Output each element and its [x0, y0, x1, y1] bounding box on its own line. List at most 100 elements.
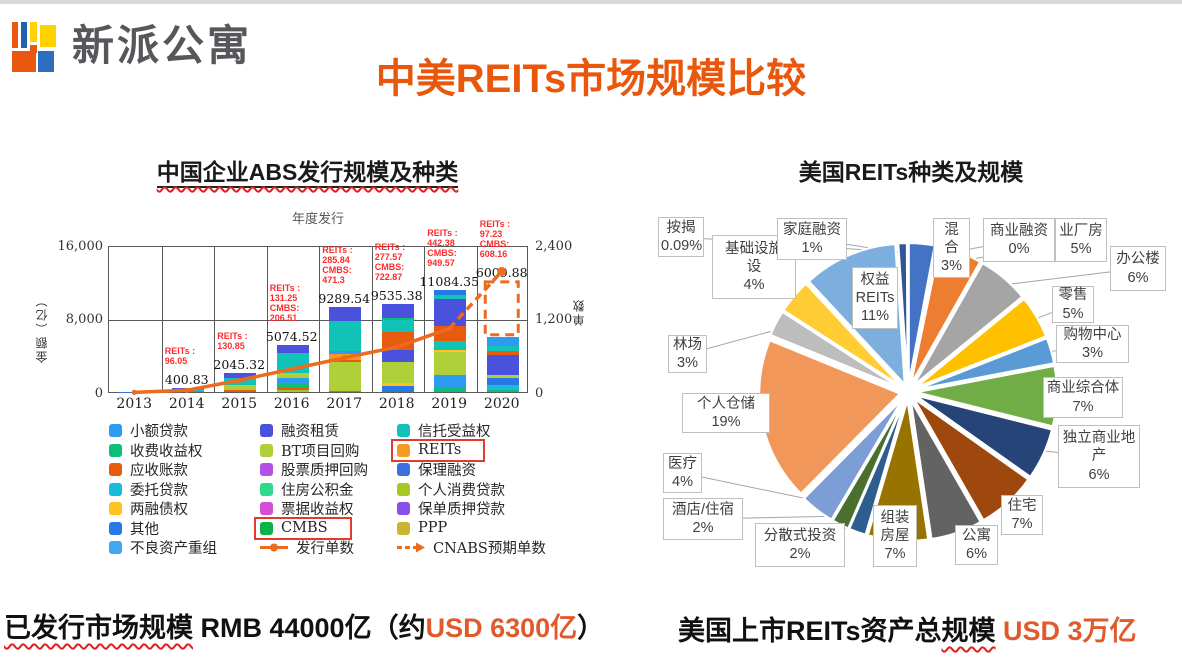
bar-annotation: REITs :442.38 CMBS: 949.57: [427, 228, 458, 269]
bar-segment: [486, 384, 519, 390]
bar-segment: [329, 362, 362, 391]
bar-segment: [486, 354, 519, 376]
bar-segment: [276, 372, 309, 379]
y-tick-right: 2,400: [535, 239, 573, 254]
legend-swatch: [260, 482, 273, 496]
stacked-bar: [434, 290, 467, 392]
gridline: [109, 319, 527, 321]
top-strip: [0, 0, 1182, 4]
bar-segment: [434, 349, 467, 352]
bar-segment: [224, 389, 257, 392]
bar-total-label: 6009.88: [475, 264, 528, 280]
x-tick-label: 2020: [483, 396, 520, 412]
bar-segment: [329, 359, 362, 363]
logo: 新派公寓: [12, 12, 252, 73]
bar-segment: [434, 341, 467, 350]
legend-label: 其他: [130, 521, 159, 538]
legend-item: 股票质押回购: [260, 461, 368, 479]
dashed-arrow-marker: [397, 542, 425, 553]
logo-icon: [12, 14, 60, 72]
bar-segment: [381, 349, 414, 362]
logo-text: 新派公寓: [72, 22, 253, 69]
legend-swatch: [109, 424, 122, 437]
pie-label: 办公楼 6%: [1110, 246, 1166, 291]
bar-segment: [434, 386, 467, 392]
legend-item: 发行单数: [260, 539, 354, 557]
legend-item: 保单质押贷款: [397, 500, 505, 518]
pie-label: 混合 3%: [933, 218, 970, 278]
legend-label: 信托受益权: [418, 424, 491, 440]
legend-item: 委托贷款: [109, 481, 188, 499]
legend-label: 发行单数: [296, 541, 354, 557]
pie-slice: [802, 397, 905, 522]
bar-segment: [486, 375, 519, 379]
x-tick-label: 2019: [431, 396, 468, 412]
legend-swatch: [260, 463, 273, 476]
legend-label: 票据收益权: [281, 502, 354, 518]
legend-item: 小额贷款: [109, 422, 188, 440]
legend-swatch: [109, 502, 122, 515]
x-tick-label: 2017: [326, 396, 363, 412]
legend-item: 融资租赁: [260, 422, 339, 440]
legend-label: REITs: [418, 442, 462, 458]
bar-segment: [486, 389, 519, 392]
legend-item: CMBS: [254, 516, 352, 540]
legend-label: 两融债权: [130, 502, 188, 518]
bar-total-label: 400.83: [164, 372, 209, 388]
bar-annotation: REITs :285.84 CMBS: 471.3: [322, 244, 353, 285]
bar-segment: [381, 385, 414, 392]
x-tick-label: 2016: [273, 396, 310, 412]
bar-total-label: 2045.32: [213, 357, 266, 373]
legend-item: PPP: [397, 520, 447, 537]
bar-segment: [171, 390, 204, 391]
bar-segment: [434, 375, 467, 387]
pie-label: 业厂房 5%: [1055, 218, 1107, 262]
pie-svg: [680, 236, 1139, 546]
legend-label: 保单质押贷款: [418, 502, 505, 518]
bar-segment: [276, 378, 309, 385]
legend-item: 两融债权: [109, 500, 188, 518]
pie-label: 按揭 0.09%: [658, 217, 704, 257]
bar-segment: [381, 320, 414, 333]
bar-segment: [486, 336, 519, 347]
bar-segment: [276, 388, 309, 390]
legend-swatch: [260, 443, 273, 457]
bar-chart-title: 年度发行: [291, 212, 344, 227]
legend-label: CNABS预期单数: [433, 541, 546, 557]
bar-segment: [381, 317, 414, 321]
legend-item: 其他: [109, 520, 159, 538]
y-tick-right: 1,200: [535, 312, 573, 327]
legend-label: 收费收益权: [130, 443, 203, 460]
legend-label: 不良资产重组: [130, 541, 217, 557]
pie-slice: [914, 394, 1054, 479]
pie-label: 家庭融资 1%: [777, 218, 847, 260]
legend-swatch: [260, 502, 273, 515]
bar-segment: [276, 384, 309, 389]
y-tick: 16,000: [57, 239, 104, 254]
legend-swatch: [109, 541, 122, 554]
pie-label: 住宅 7%: [1001, 495, 1043, 535]
legend-label: 住房公积金: [281, 482, 354, 499]
legend-label: 委托贷款: [130, 482, 188, 499]
pie-label: 商业综合体 7%: [1043, 377, 1123, 418]
pie-label: 权益 REITs 11%: [852, 267, 898, 329]
abs-bar-chart: 年度发行 金额（亿） 单数 16,000 8,000 0 2,400 1,200…: [25, 198, 590, 413]
pie-label: 林场 3%: [668, 335, 707, 373]
legend-item: 保理融资: [397, 461, 476, 479]
bar-segment: [276, 389, 309, 392]
legend-label: 个人消费贷款: [418, 482, 505, 499]
y-tick-right: 0: [535, 386, 544, 401]
legend-label: 融资租赁: [281, 424, 339, 440]
x-tick-label: 2013: [116, 396, 153, 412]
bar-segment: [329, 353, 362, 360]
legend-swatch: [397, 424, 410, 437]
pie-slice: [914, 297, 1048, 389]
bar-segment: [381, 382, 414, 386]
legend-label: PPP: [418, 520, 448, 536]
bar-segment: [171, 389, 204, 391]
legend-label: 保理融资: [418, 463, 476, 479]
bar-segment: [381, 332, 414, 350]
line-dot-marker: [260, 543, 288, 552]
page-title: 中美REITs市场规模比较: [375, 57, 807, 101]
